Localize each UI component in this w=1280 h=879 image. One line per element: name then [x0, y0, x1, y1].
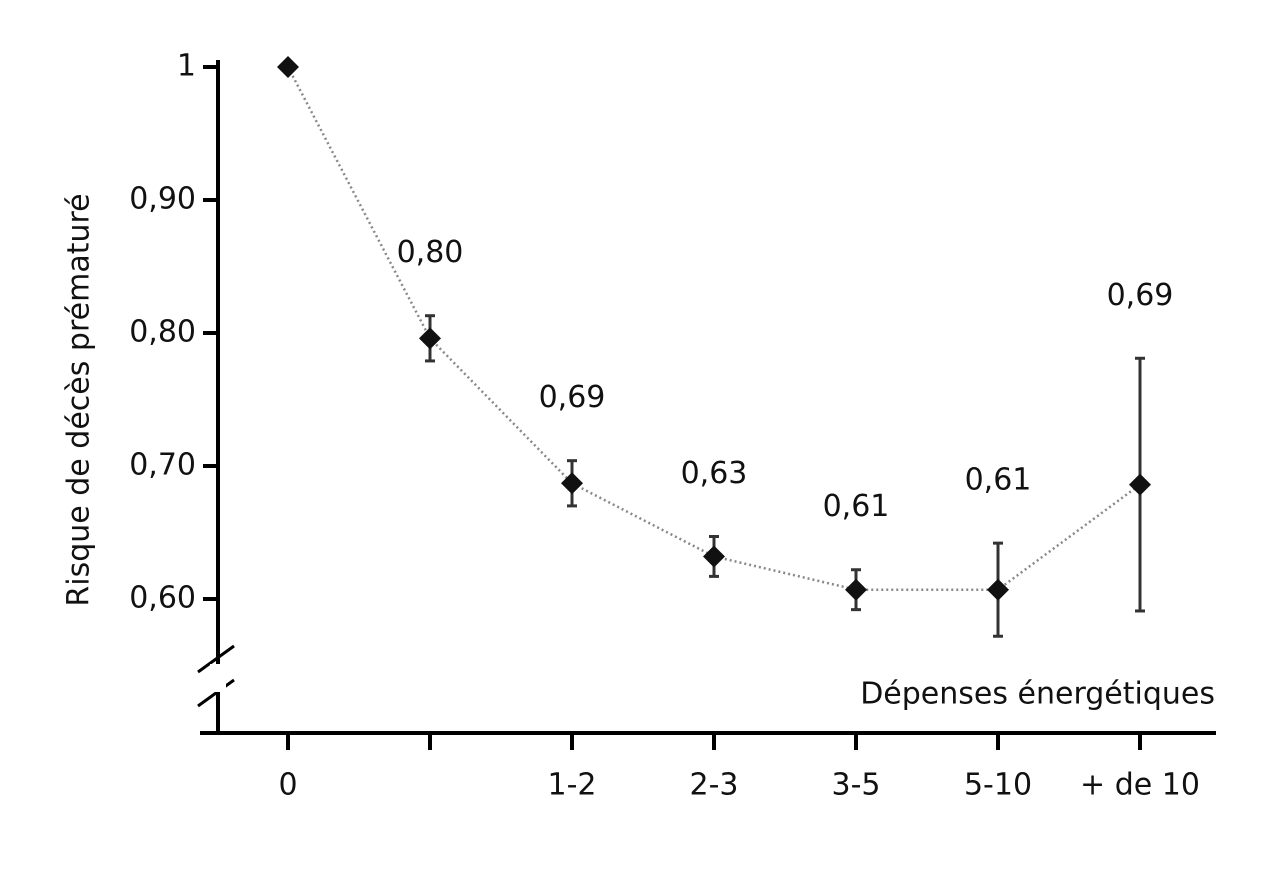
axis-break-gap: [210, 664, 226, 692]
data-point: [703, 545, 725, 568]
x-tick-label: 3-5: [832, 768, 881, 803]
y-tick-label: 0,80: [129, 315, 196, 350]
x-tick-label: 2-3: [690, 768, 739, 803]
x-tick-label: 1-2: [548, 768, 597, 803]
data-point: [987, 578, 1009, 601]
value-label: 0,63: [681, 456, 748, 491]
x-axis-label: Dépenses énergétiques: [860, 677, 1215, 712]
x-tick-label: 0: [278, 768, 297, 803]
value-label: 0,69: [539, 380, 606, 415]
axis-break: [197, 644, 235, 674]
y-tick-label: 0,70: [129, 448, 196, 483]
x-tick-label: + de 10: [1080, 768, 1200, 803]
y-tick-label: 0,90: [129, 182, 196, 217]
data-line: [286, 66, 1141, 591]
data-point: [419, 327, 441, 350]
y-axis-label: Risque de décès prématuré: [62, 193, 97, 606]
data-point: [561, 472, 583, 495]
data-point: [1129, 473, 1151, 496]
value-label: 0,61: [823, 489, 890, 524]
y-tick-label: 1: [177, 49, 196, 84]
value-label: 0,61: [965, 463, 1032, 498]
data-point: [277, 56, 299, 78]
y-tick-label: 0,60: [129, 581, 196, 616]
data-point: [845, 578, 867, 601]
x-tick-label: 5-10: [964, 768, 1032, 803]
value-label: 0,80: [397, 235, 464, 270]
axis-break: [197, 678, 235, 708]
value-label: 0,69: [1107, 278, 1174, 313]
